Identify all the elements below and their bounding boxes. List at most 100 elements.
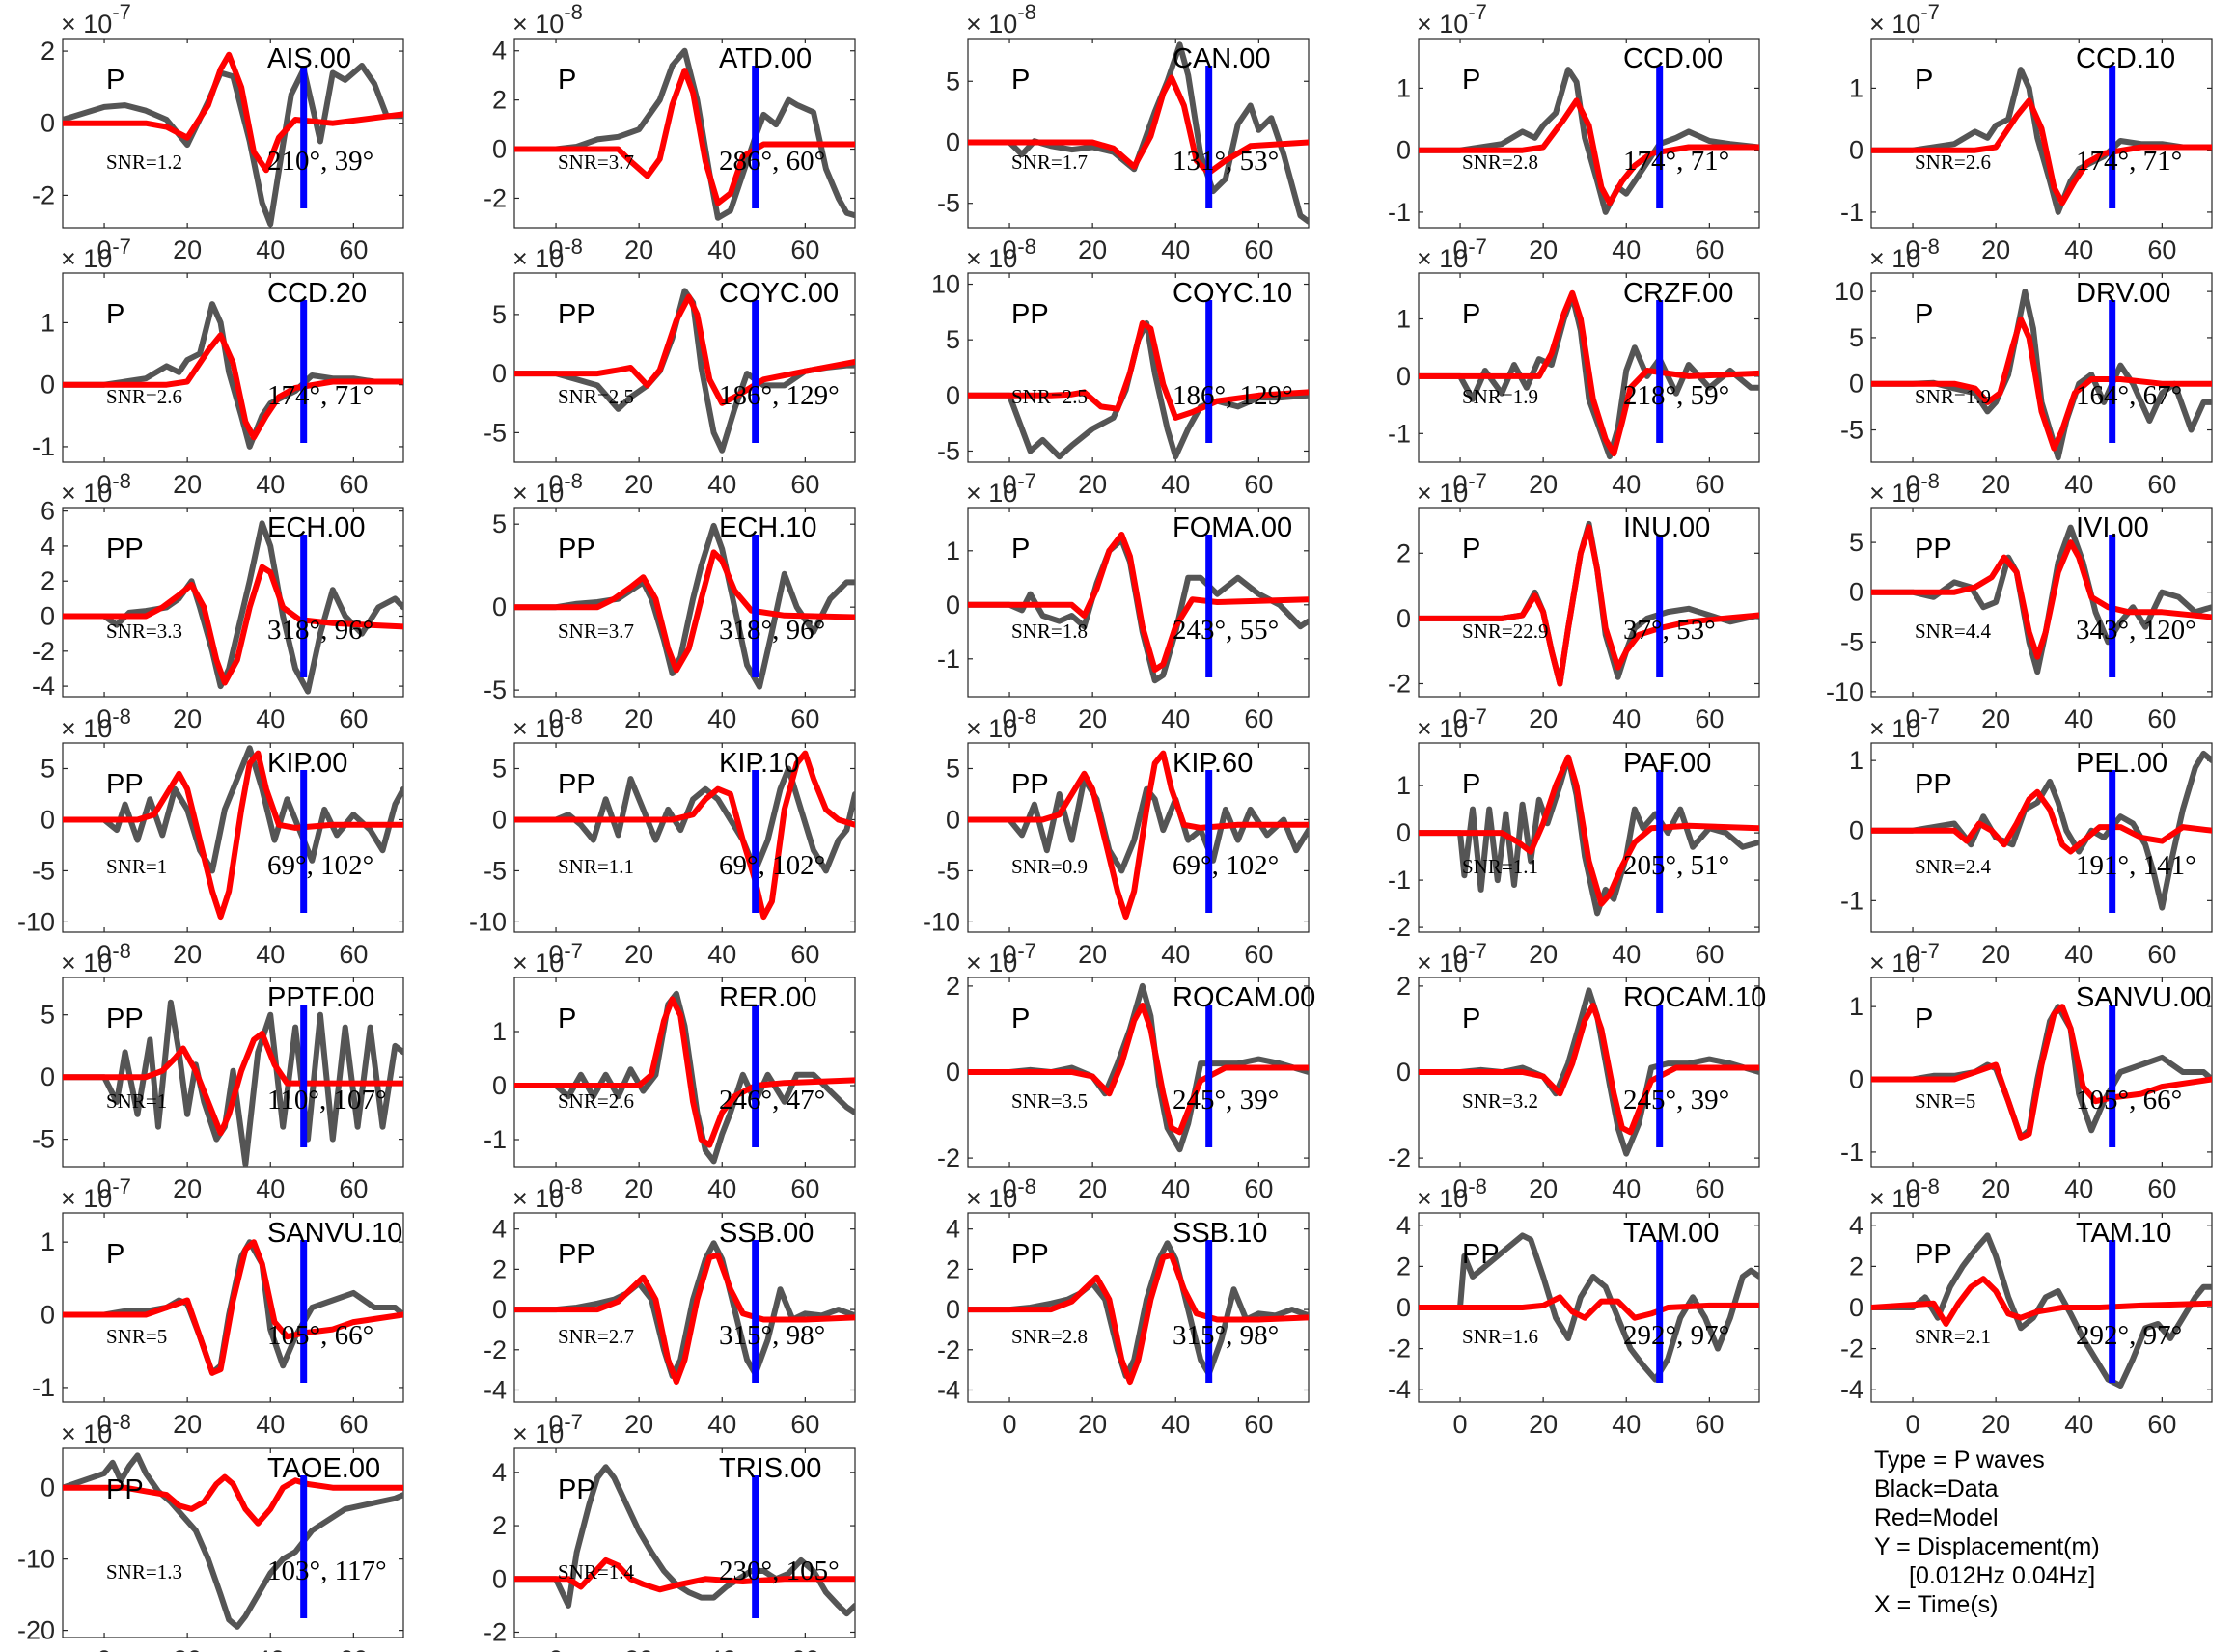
x-tick-label: 40 [256,1645,285,1652]
y-exponent-label: × 10-8 [1869,469,1940,508]
y-exponent-label: × 10-8 [1869,1174,1940,1213]
panel-kip-00: 0 20 40 60 -10 -5 0 5× 10-8 PP KIP.00 SNR=1 69°, 10… [17,704,404,969]
y-exponent-label: × 10-7 [1417,234,1487,273]
data-trace [1871,750,2212,911]
y-tick-label: 5 [946,67,960,96]
x-tick-label: 20 [1529,1410,1558,1439]
y-tick-label: 0 [1849,370,1863,399]
data-trace [63,63,403,228]
x-tick-label: 0 [97,704,112,733]
y-tick-label: 0 [946,805,960,834]
angle-label: 315°, 98° [719,1320,825,1351]
model-trace [63,1473,403,1527]
model-trace [514,750,855,921]
angle-label: 286°, 60° [719,146,825,177]
model-trace [1871,97,2212,206]
panel-can-00: 0 20 40 60 -5 0 5× 10-8 P CAN.00 SNR=1.7 131°, 53° [937,0,1310,264]
panel-rocam-00: 0 20 40 60 -2 0 2× 10-7 P ROCAM.00 SNR=3.5 245°, 3… [937,939,1315,1203]
y-tick-label: -10 [923,907,960,936]
x-tick-label: 40 [2064,235,2093,264]
model-trace [968,74,1309,177]
x-tick-label: 60 [2147,940,2176,969]
y-tick-label: -1 [32,432,55,461]
y-tick-label: 0 [41,371,55,399]
x-tick-label: 0 [1906,1174,1920,1203]
angle-label: 245°, 39° [1623,1085,1729,1115]
snr-label: SNR=1.6 [1462,1325,1538,1348]
station-label: CRZF.00 [1623,278,1733,309]
x-tick-label: 0 [549,1174,564,1203]
y-exponent-label: × 10-8 [966,0,1036,39]
y-tick-label: 0 [492,805,507,834]
y-tick-label: 0 [1396,362,1411,391]
x-tick-label: 40 [2064,1410,2093,1439]
y-tick-label: -1 [483,1125,507,1154]
model-trace [1419,524,1759,687]
y-tick-label: -2 [1840,1335,1863,1363]
x-tick-label: 0 [1453,1410,1468,1439]
snr-label: SNR=3.2 [1462,1089,1538,1113]
model-trace [514,549,855,674]
model-trace [63,750,403,921]
y-tick-label: 5 [492,300,507,329]
panel-ccd-10: 0 20 40 60 -1 0 1 × 10-7 P CCD.10 SNR=2.6 174°, 71° [1840,0,2213,264]
y-tick-label: 1 [946,537,960,565]
y-tick-label: -4 [483,1375,507,1404]
y-tick-label: -10 [17,907,55,936]
x-tick-label: 60 [1244,704,1273,733]
station-label: IVI.00 [2076,512,2149,543]
y-tick-label: -2 [1388,1335,1411,1363]
y-tick-label: -5 [32,856,55,885]
phase-label: P [558,65,576,96]
panel-tam-10: 0 20 40 60 -4 -2 0 2 4× 10-8 PP TAM.10 SNR=2.1 292°,… [1840,1174,2213,1439]
y-tick-label: -5 [1840,627,1863,656]
x-tick-label: 40 [707,470,736,499]
phase-label: PP [106,534,144,564]
x-tick-label: 60 [339,470,368,499]
panel-ech-10: 0 20 40 60 -5 0 5× 10-8 PP ECH.10 SNR=3.7 318°, 96… [483,469,856,733]
y-tick-label: 1 [1849,746,1863,775]
x-tick-label: 20 [1078,235,1107,264]
x-tick-label: 0 [97,470,112,499]
panel-rocam-10: 0 20 40 60 -2 0 2× 10-7 P ROCAM.10 SNR=3.2 245°, 3… [1388,939,1766,1203]
y-tick-label: -10 [1826,677,1863,706]
x-tick-label: 0 [1003,1410,1017,1439]
y-tick-label: -5 [937,436,960,465]
y-tick-label: 0 [946,1295,960,1324]
y-exponent-label: × 10-8 [966,234,1036,273]
y-exponent-label: × 10-8 [61,704,131,743]
model-trace [968,750,1309,921]
x-tick-label: 20 [173,1174,202,1203]
station-label: FOMA.00 [1173,512,1292,543]
x-tick-label: 20 [173,1645,202,1652]
y-tick-label: 0 [946,127,960,156]
station-label: PEL.00 [2076,748,2167,779]
model-trace [514,1252,855,1386]
axes-box [62,742,404,933]
model-trace [968,1003,1309,1136]
model-trace [1419,1294,1759,1321]
x-tick-label: 60 [2147,1174,2176,1203]
snr-label: SNR=5 [1915,1089,1975,1113]
axes-box [62,507,404,698]
station-label: PPTF.00 [267,982,374,1013]
x-tick-label: 60 [1695,1174,1724,1203]
station-label: COYC.10 [1173,278,1292,309]
x-tick-label: 40 [1161,470,1190,499]
snr-label: SNR=0.9 [1011,855,1088,878]
phase-label: PP [558,534,595,564]
angle-label: 110°, 107° [267,1085,387,1115]
snr-label: SNR=3.7 [558,151,634,174]
snr-label: SNR=3.5 [1011,1089,1088,1113]
snr-label: SNR=2.8 [1011,1325,1088,1348]
snr-label: SNR=2.8 [1462,151,1538,174]
x-tick-label: 20 [624,235,653,264]
axes-box [1870,742,2213,933]
x-tick-label: 60 [2147,235,2176,264]
panel-paf-00: 0 20 40 60 -2 -1 0 1× 10-7 P PAF.00 SNR=1.1 205°, 5… [1388,704,1760,969]
x-tick-label: 0 [549,235,564,264]
y-tick-label: 0 [946,1058,960,1087]
y-tick-label: 2 [41,37,55,66]
